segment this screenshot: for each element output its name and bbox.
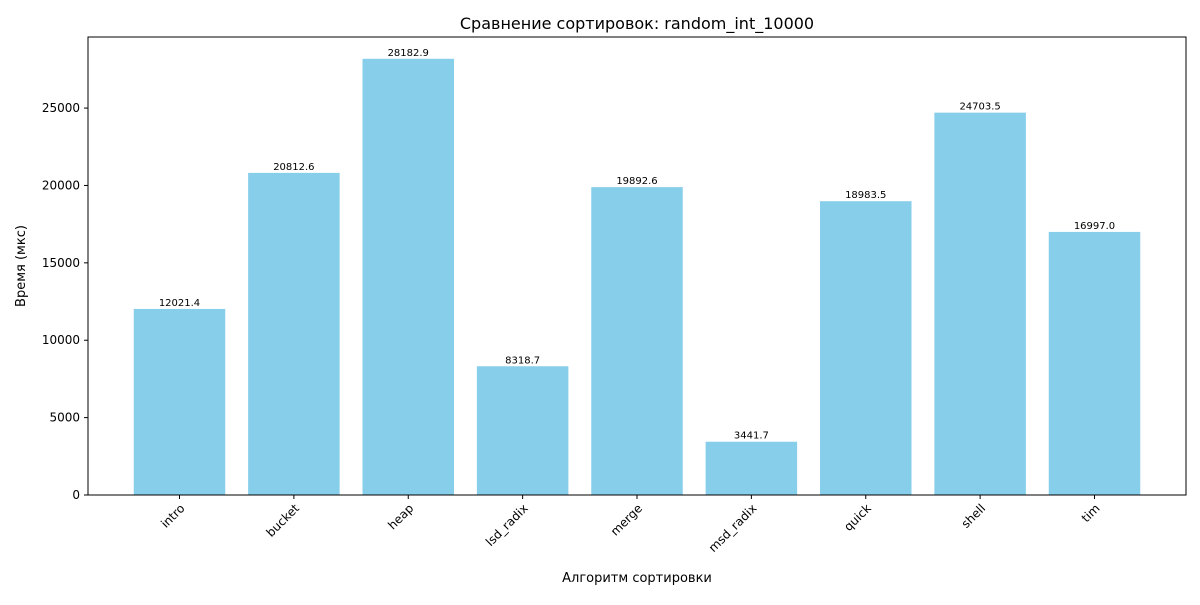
- bar-merge: [591, 187, 683, 495]
- x-tick-label-shell: shell: [959, 501, 989, 531]
- x-tick-label-intro: intro: [158, 501, 187, 530]
- bar-bucket: [248, 172, 340, 495]
- bar-value-label-merge: 19892.6: [616, 176, 657, 187]
- bar-value-label-tim: 16997.0: [1074, 221, 1115, 232]
- bar-value-label-shell: 24703.5: [959, 102, 1000, 113]
- x-tick-label-lsd_radix: lsd_radix: [483, 501, 531, 549]
- x-tick-label-heap: heap: [385, 501, 416, 532]
- bars-layer: [133, 58, 1141, 496]
- bar-value-label-heap: 28182.9: [388, 48, 429, 59]
- bar-quick: [820, 201, 912, 495]
- bar-msd_radix: [705, 441, 798, 495]
- bar-tim: [1048, 231, 1141, 495]
- y-axis-ticks: 0 5000 10000 15000 20000 25000: [42, 101, 88, 502]
- y-axis-label: Время (мкс): [14, 225, 29, 307]
- y-tick-label-10000: 10000: [42, 333, 80, 347]
- bar-shell: [934, 112, 1026, 495]
- x-tick-label-merge: merge: [608, 501, 645, 538]
- bar-value-label-lsd_radix: 8318.7: [505, 355, 540, 366]
- bar-heap: [362, 58, 454, 496]
- y-tick-label-20000: 20000: [42, 178, 80, 192]
- y-tick-label-5000: 5000: [49, 411, 80, 425]
- x-tick-label-msd_radix: msd_radix: [706, 501, 760, 555]
- x-tick-label-tim: tim: [1079, 501, 1103, 525]
- bar-value-label-msd_radix: 3441.7: [734, 431, 769, 442]
- bar-intro: [133, 308, 226, 495]
- x-axis-label: Алгоритм сортировки: [562, 571, 712, 586]
- y-tick-label-25000: 25000: [42, 101, 80, 115]
- x-tick-label-quick: quick: [841, 501, 874, 534]
- x-tick-label-bucket: bucket: [264, 501, 303, 540]
- y-tick-label-15000: 15000: [42, 256, 80, 270]
- chart-title: Сравнение сортировок: random_int_10000: [460, 14, 814, 34]
- bar-lsd_radix: [476, 366, 569, 495]
- y-tick-label-0: 0: [72, 488, 80, 502]
- x-axis-ticks: intro bucket heap lsd_radix merge msd_radix qu…: [158, 495, 1103, 555]
- bar-value-label-quick: 18983.5: [845, 190, 886, 201]
- bar-value-label-bucket: 20812.6: [273, 162, 314, 173]
- bar-value-label-intro: 12021.4: [159, 298, 200, 309]
- bar-value-labels: 12021.4 20812.6 28182.9 8318.7 19892.6 3441.7…: [159, 48, 1115, 442]
